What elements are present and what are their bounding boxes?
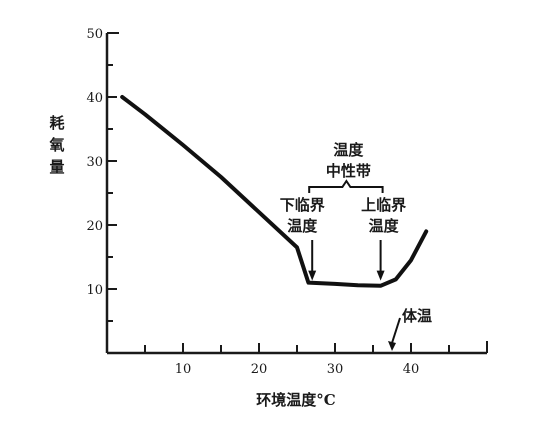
x-axis-title: 环境温度°C [256, 391, 336, 409]
y-tick-label: 20 [86, 219, 103, 234]
y-tick-label: 10 [86, 283, 103, 298]
y-tick-label: 40 [86, 91, 103, 106]
lower-critical-label-line2: 温度 [287, 217, 318, 235]
tick-labels: 10 20 30 40 50 10 20 30 40 [86, 27, 419, 377]
neutral-zone-label-line2: 中性带 [326, 162, 371, 180]
y-axis-title-char: 氧 [48, 136, 64, 154]
x-tick-label: 40 [403, 362, 420, 377]
body-temperature-label: 体温 [402, 307, 432, 325]
y-tick-label: 50 [86, 27, 103, 42]
upper-critical-arrowhead [376, 270, 385, 281]
x-tick-label: 30 [327, 362, 344, 377]
y-axis-title-char: 量 [49, 158, 64, 176]
lower-critical-arrowhead [308, 270, 317, 281]
x-tick-label: 10 [175, 362, 192, 377]
neutral-zone-bracket [308, 179, 384, 193]
ticks [107, 32, 488, 353]
y-tick-label: 30 [86, 155, 103, 170]
lower-critical-label-line1: 下临界 [280, 196, 325, 214]
neutral-zone-label-line1: 温度 [333, 141, 364, 159]
body-temperature-arrowhead [388, 341, 396, 351]
oxygen-consumption-line [120, 95, 429, 288]
y-axis-title-char: 耗 [49, 114, 64, 132]
axes [105, 33, 487, 355]
y-axis-title: 耗氧量 [48, 114, 64, 176]
upper-critical-label-line2: 温度 [369, 217, 400, 235]
body-temperature-arrow [391, 317, 401, 344]
upper-critical-label-line1: 上临界 [361, 196, 406, 214]
x-tick-label: 20 [251, 362, 268, 377]
